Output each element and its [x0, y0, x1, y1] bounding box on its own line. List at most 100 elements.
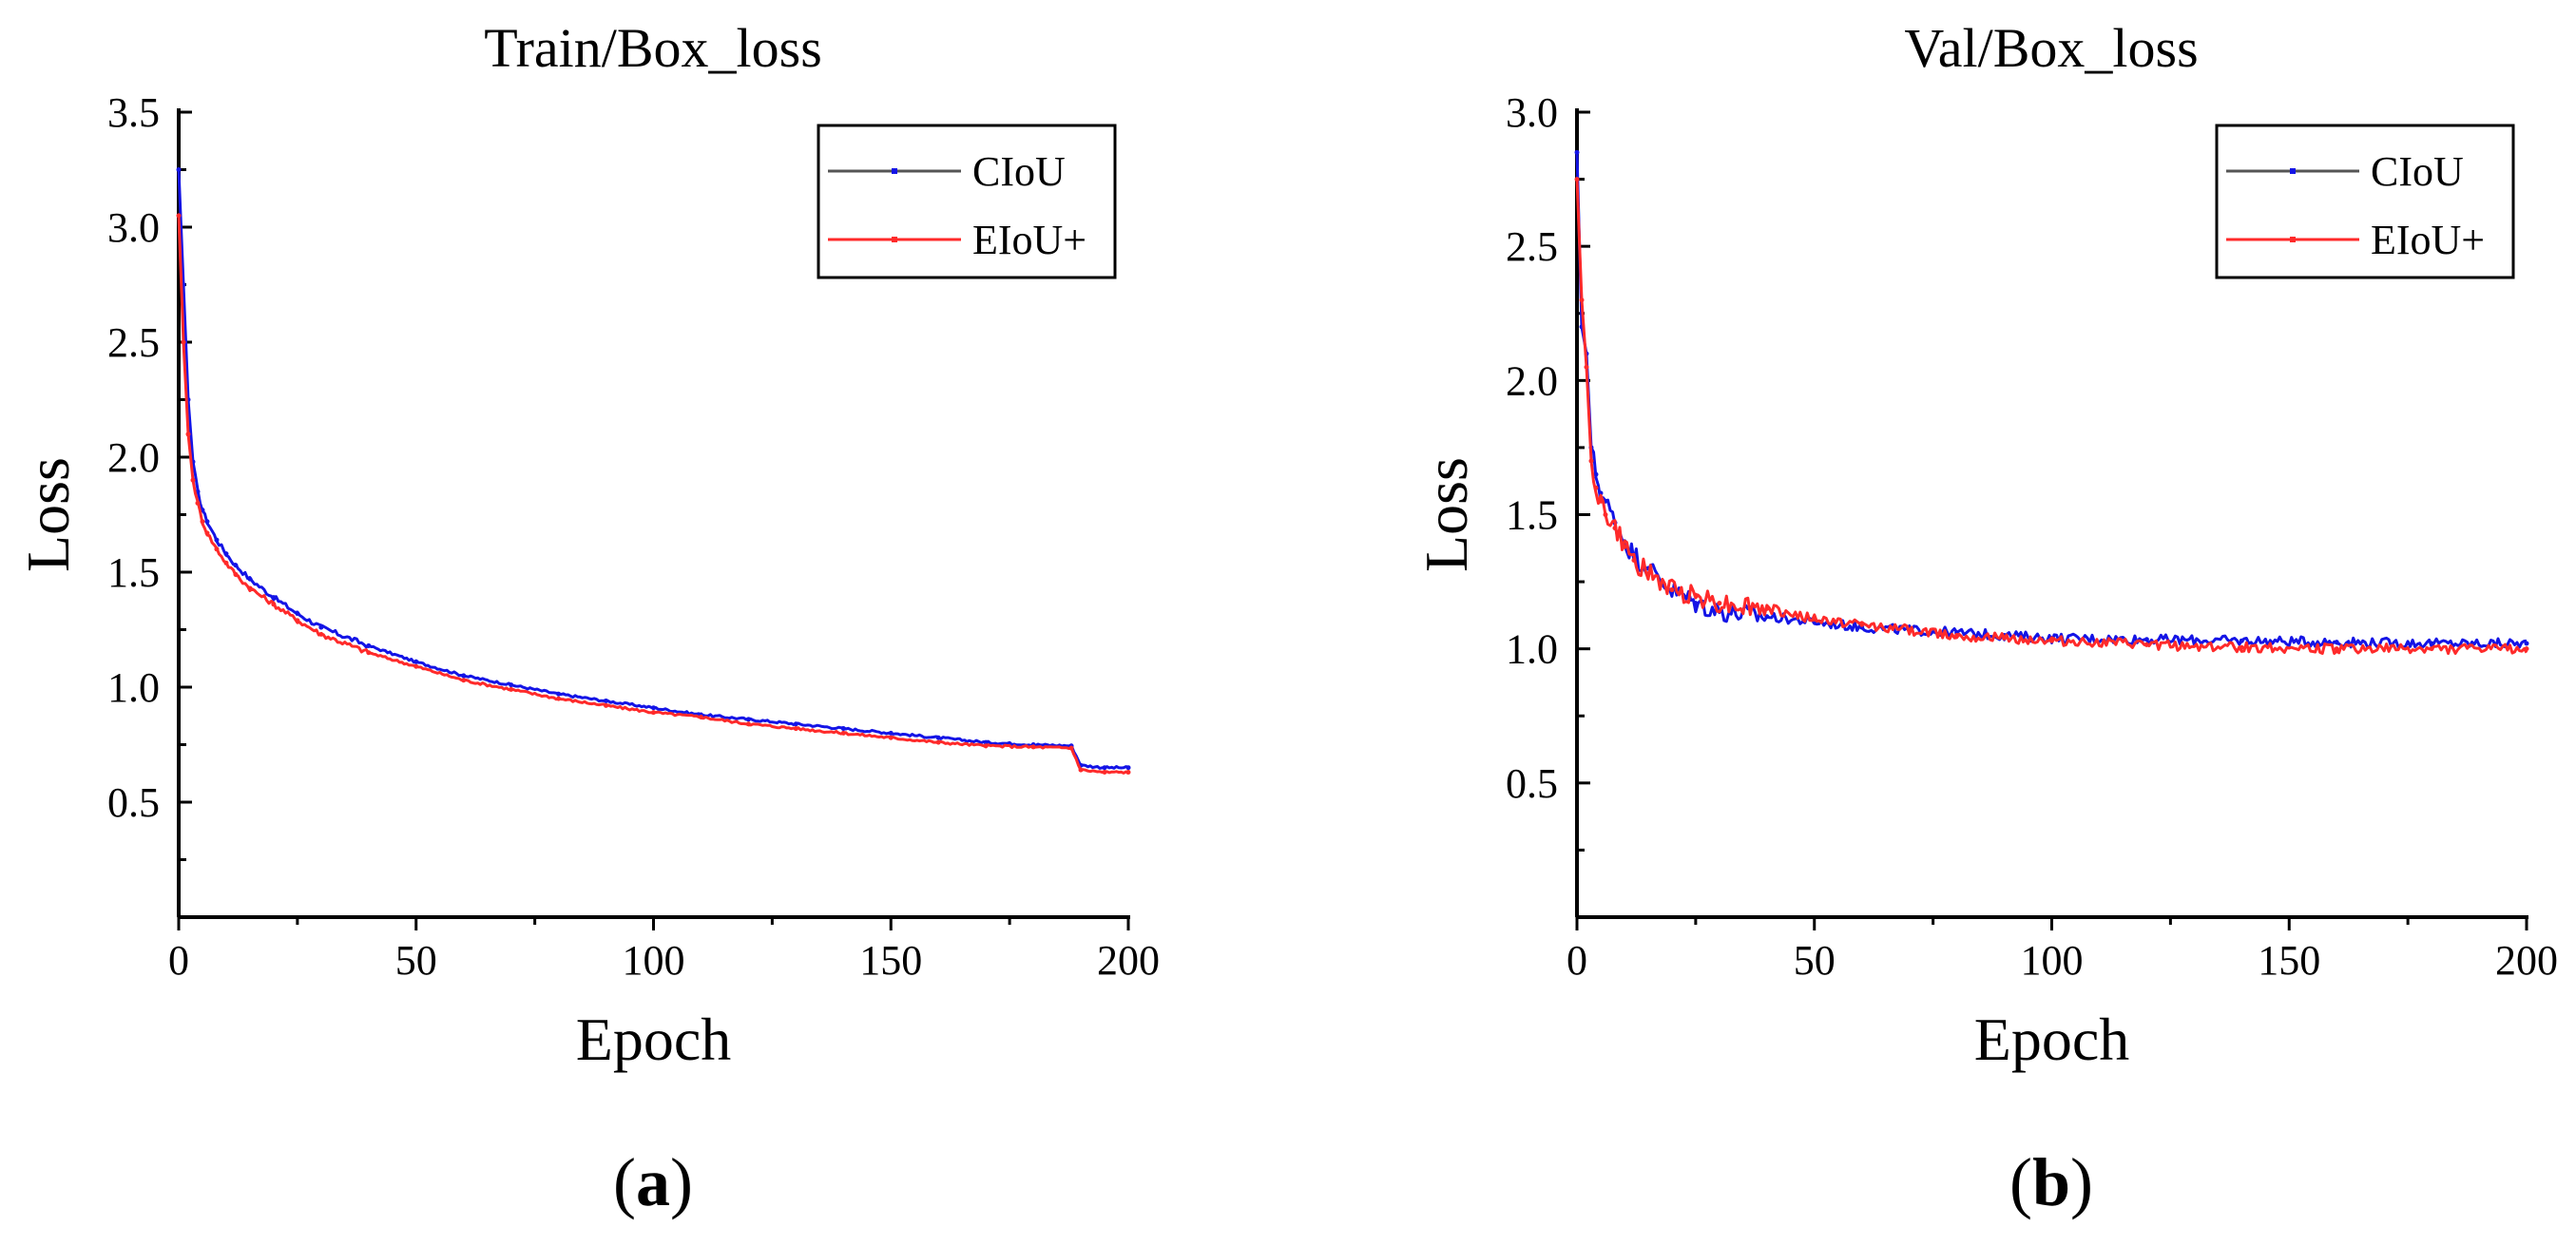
chart-title: Train/Box_loss	[484, 17, 822, 79]
data-point-eiou	[1584, 364, 1589, 370]
data-point-ciou	[935, 735, 941, 740]
data-point-ciou	[2143, 637, 2149, 642]
x-axis-label: Epoch	[576, 1006, 732, 1073]
y-tick-label: 0.5	[1506, 760, 1558, 807]
y-tick-label: 1.0	[107, 664, 160, 711]
data-point-ciou	[840, 726, 846, 732]
legend-label-ciou: CIoU	[2371, 148, 2464, 195]
data-point-ciou	[233, 563, 239, 568]
data-point-eiou	[793, 726, 798, 732]
data-point-eiou	[233, 571, 239, 577]
data-point-eiou	[2002, 635, 2008, 641]
data-point-ciou	[604, 699, 609, 704]
data-point-eiou	[935, 739, 941, 745]
data-point-eiou	[1907, 627, 1913, 633]
data-point-ciou	[509, 682, 514, 688]
x-tick-label: 200	[2495, 937, 2558, 984]
data-point-ciou	[2429, 641, 2434, 646]
data-point-ciou	[214, 537, 220, 543]
y-tick-label: 1.0	[1506, 626, 1558, 673]
caption-letter: a	[636, 1144, 670, 1220]
chart-panel-a: Train/Box_loss 0 50 100 150 200 0.5 1.0 1.5 2.0 2.…	[14, 17, 1160, 1220]
data-point-ciou	[2239, 638, 2244, 643]
y-tick-label: 3.0	[107, 204, 160, 251]
data-point-eiou	[1954, 633, 1960, 639]
legend: CIoU EIoU+	[2215, 124, 2515, 279]
data-point-eiou	[190, 477, 196, 483]
data-point-eiou	[1764, 605, 1770, 611]
data-point-eiou	[1078, 767, 1084, 773]
data-point-ciou	[1593, 471, 1599, 477]
data-point-eiou	[181, 339, 186, 345]
y-tick-label: 3.0	[1506, 89, 1558, 136]
data-point-eiou	[2334, 646, 2339, 652]
data-point-ciou	[1598, 490, 1604, 496]
panel-caption: (b)	[2009, 1144, 2093, 1220]
data-point-ciou	[1574, 149, 1580, 155]
x-tick-label: 50	[1794, 937, 1836, 984]
data-point-eiou	[204, 530, 210, 536]
data-point-ciou	[271, 595, 277, 601]
data-point-eiou	[651, 710, 656, 716]
x-tick-label: 100	[2021, 937, 2084, 984]
data-point-eiou	[1598, 498, 1604, 504]
panel-caption: (a)	[613, 1144, 693, 1220]
data-point-eiou	[1593, 485, 1599, 490]
data-point-eiou	[1579, 297, 1585, 303]
data-point-eiou	[185, 431, 191, 437]
legend-marker-eiou	[2290, 237, 2296, 242]
data-point-eiou	[200, 519, 205, 525]
chart-title: Val/Box_loss	[1904, 17, 2198, 79]
x-tick-label: 0	[1567, 937, 1587, 984]
data-point-eiou	[1612, 526, 1618, 531]
data-point-eiou	[1812, 617, 1817, 623]
x-tick-label: 100	[623, 937, 685, 984]
caption-letter: b	[2032, 1144, 2070, 1220]
y-tick-label: 0.5	[107, 779, 160, 826]
data-point-ciou	[1693, 601, 1699, 606]
data-point-eiou	[1068, 745, 1074, 751]
data-point-ciou	[2334, 640, 2339, 645]
x-tick-label: 150	[859, 937, 922, 984]
data-point-ciou	[223, 551, 229, 557]
data-point-eiou	[1125, 770, 1131, 776]
data-point-eiou	[247, 585, 253, 591]
legend-box	[2215, 124, 2515, 279]
x-tick-label: 50	[395, 937, 437, 984]
data-point-eiou	[1645, 571, 1651, 577]
data-point-ciou	[247, 576, 253, 582]
data-point-ciou	[413, 659, 419, 664]
data-point-ciou	[1102, 765, 1107, 771]
data-point-ciou	[2524, 641, 2529, 646]
data-point-ciou	[366, 642, 372, 648]
y-tick-label: 2.0	[1506, 357, 1558, 404]
data-point-eiou	[509, 686, 514, 692]
series-line-eiou	[1575, 179, 2528, 656]
data-point-eiou	[2429, 646, 2434, 652]
caption-close: )	[670, 1144, 693, 1220]
data-point-ciou	[204, 519, 210, 525]
legend-marker-ciou	[892, 168, 897, 174]
data-point-eiou	[1574, 177, 1580, 182]
y-tick-label: 2.5	[107, 319, 160, 366]
data-point-eiou	[745, 721, 751, 727]
data-point-eiou	[1717, 601, 1722, 606]
caption-open: (	[2009, 1144, 2032, 1220]
y-tick-label: 2.0	[107, 434, 160, 481]
data-point-eiou	[2143, 642, 2149, 647]
caption-open: (	[613, 1144, 636, 1220]
caption-close: )	[2070, 1144, 2093, 1220]
data-point-eiou	[983, 743, 989, 749]
data-point-eiou	[1603, 512, 1608, 517]
data-point-eiou	[413, 663, 419, 669]
data-point-eiou	[1622, 544, 1627, 549]
legend-label-ciou: CIoU	[972, 148, 1066, 195]
data-point-eiou	[1102, 770, 1107, 776]
data-point-eiou	[214, 546, 220, 552]
y-axis-label: Loss	[1413, 457, 1480, 572]
data-point-eiou	[888, 735, 894, 740]
data-point-eiou	[556, 696, 562, 701]
data-point-eiou	[176, 213, 182, 219]
data-point-eiou	[366, 650, 372, 656]
y-axis-label: Loss	[14, 457, 82, 572]
